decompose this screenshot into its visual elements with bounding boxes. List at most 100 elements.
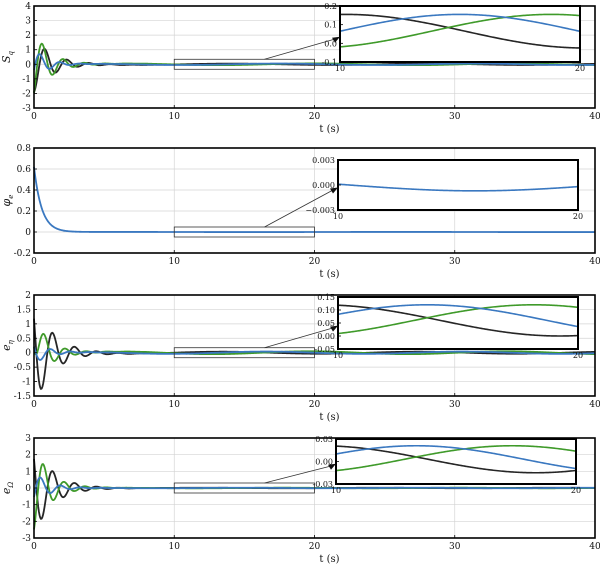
x-tick-label: 40 [589, 542, 600, 552]
y-tick-label: 1.5 [17, 305, 32, 315]
inset-background [336, 439, 576, 484]
x-tick-label: 0 [31, 112, 37, 122]
y-tick-label: 0.4 [17, 186, 32, 196]
y-axis-label-subscript: e [7, 195, 15, 199]
x-axis-label: t (s) [319, 269, 339, 280]
x-tick-label: 30 [449, 257, 461, 267]
y-tick-label: 0.8 [17, 144, 32, 154]
y-tick-label: -1 [22, 378, 31, 388]
y-tick-label: 0.2 [17, 207, 31, 217]
y-tick-label: 1 [25, 467, 31, 477]
x-axis-label: t (s) [319, 554, 339, 565]
inset-zoom: -0.03 0.00 0.03 10 20 [312, 435, 581, 495]
y-tick-label: 1 [25, 46, 31, 56]
y-tick-label: 2 [25, 291, 31, 301]
y-tick-label: -0.5 [14, 363, 32, 373]
y-axis-label-subscript: η [7, 339, 15, 344]
x-tick-label: 20 [309, 400, 321, 410]
x-tick-label: 20 [309, 542, 321, 552]
x-tick-label: 40 [589, 400, 600, 410]
zoom-connector [264, 327, 335, 349]
x-axis-label: t (s) [319, 412, 339, 423]
x-tick-label: 10 [169, 112, 181, 122]
y-tick-label: 0 [25, 349, 31, 359]
inset-x-tick-label: 20 [575, 64, 585, 73]
inset-series-green [335, 444, 577, 472]
inset-x-tick-label: 20 [573, 212, 583, 221]
inset-series-black [335, 445, 577, 474]
inset-series-blue [335, 444, 577, 470]
inset-zoom: −0.003 0.000 0.003 10 20 [305, 156, 583, 221]
x-tick-label: 20 [309, 257, 321, 267]
inset-zoom: -0.05 0.00 0.05 0.10 0.15 10 20 [314, 293, 583, 360]
inset-x-tick-label: 20 [571, 486, 581, 495]
x-tick-label: 10 [169, 542, 181, 552]
inset-y-tick-label: −0.003 [305, 206, 335, 215]
inset-y-tick-label: -0.05 [314, 345, 335, 354]
y-tick-label: -1.5 [14, 392, 32, 402]
inset-y-tick-label: 0.15 [317, 293, 335, 302]
y-tick-label: 1 [25, 320, 31, 330]
inset-y-tick-label: -0.1 [322, 58, 337, 67]
x-tick-label: 30 [449, 400, 461, 410]
y-tick-label: -3 [22, 104, 31, 114]
x-tick-label: 40 [589, 112, 600, 122]
inset-y-tick-label: 0.00 [317, 332, 335, 341]
inset-y-tick-label: 0.10 [317, 306, 335, 315]
inset-series-blue [339, 13, 581, 33]
inset-y-tick-label: 0.05 [317, 319, 335, 328]
y-tick-label: 0 [25, 484, 31, 494]
x-tick-label: 20 [309, 112, 321, 122]
y-axis-label: φe [0, 195, 15, 207]
zoom-connector [264, 465, 333, 484]
chart-panel-4: 0 10 20 30 40 -3 -2 -1 0 1 2 3 t (s) eΩ -0.03 0.00 0.03 1… [0, 434, 600, 565]
y-axis-label-subscript: q [7, 50, 15, 55]
zoom-connector [264, 189, 335, 228]
zoom-box [173, 347, 315, 359]
y-tick-label: -3 [22, 534, 31, 544]
zoom-arrowhead [332, 36, 340, 43]
x-tick-label: 40 [589, 257, 600, 267]
inset-y-tick-label: -0.03 [312, 480, 333, 489]
inset-y-tick-label: 0.2 [324, 2, 337, 11]
x-tick-label: 0 [31, 257, 37, 267]
y-tick-label: -2 [22, 89, 31, 99]
inset-series-green [337, 304, 579, 335]
zoom-box [173, 482, 315, 494]
y-tick-label: -0.2 [14, 249, 31, 259]
chart-panel-2: 0 10 20 30 40-0.200.20.40.60.8t (s)φe−0.0030… [0, 144, 600, 280]
y-tick-label: -1 [22, 501, 31, 511]
inset-y-tick-label: 0.0 [324, 39, 337, 48]
x-tick-label: 0 [31, 400, 37, 410]
x-tick-label: 30 [449, 542, 461, 552]
zoom-box [173, 226, 315, 238]
inset-x-tick-label: 10 [335, 64, 345, 73]
inset-background [338, 160, 578, 210]
inset-y-tick-label: 0.003 [312, 156, 335, 165]
inset-y-tick-label: 0.1 [324, 21, 337, 30]
y-tick-label: -2 [22, 517, 31, 527]
chart-panel-1: 0 10 20 30 40 -3 -2 -1 0 1 2 3 4 t (s) Sq -0.1 0.0 0.1 0.2… [0, 2, 600, 135]
x-tick-label: 10 [169, 400, 181, 410]
y-tick-label: -1 [22, 75, 31, 85]
y-axis-label: eη [0, 339, 15, 351]
zoom-box [173, 58, 315, 70]
zoom-arrowhead [330, 325, 338, 332]
zoom-connector [264, 38, 337, 60]
chart-panel-3: 0 10 20 30 40 -1.5 -1 -0.5 0 0.5 1 1.5 2 t (s) eη -0.05… [0, 291, 600, 423]
x-tick-label: 0 [31, 542, 37, 552]
inset-series-blue [337, 183, 579, 192]
inset-y-tick-label: 0.03 [315, 435, 333, 444]
y-tick-label: 0.5 [17, 334, 32, 344]
inset-y-tick-label: 0.000 [312, 181, 335, 190]
y-tick-label: 4 [25, 2, 31, 12]
inset-frame [339, 5, 581, 63]
y-tick-label: 0 [25, 228, 31, 238]
inset-x-tick-label: 10 [331, 486, 341, 495]
y-tick-label: 3 [25, 17, 31, 27]
y-axis-label-subscript: Ω [7, 482, 15, 489]
y-tick-label: 0.6 [17, 165, 32, 175]
inset-x-tick-label: 10 [333, 212, 343, 221]
zoom-arrowhead [328, 463, 336, 470]
